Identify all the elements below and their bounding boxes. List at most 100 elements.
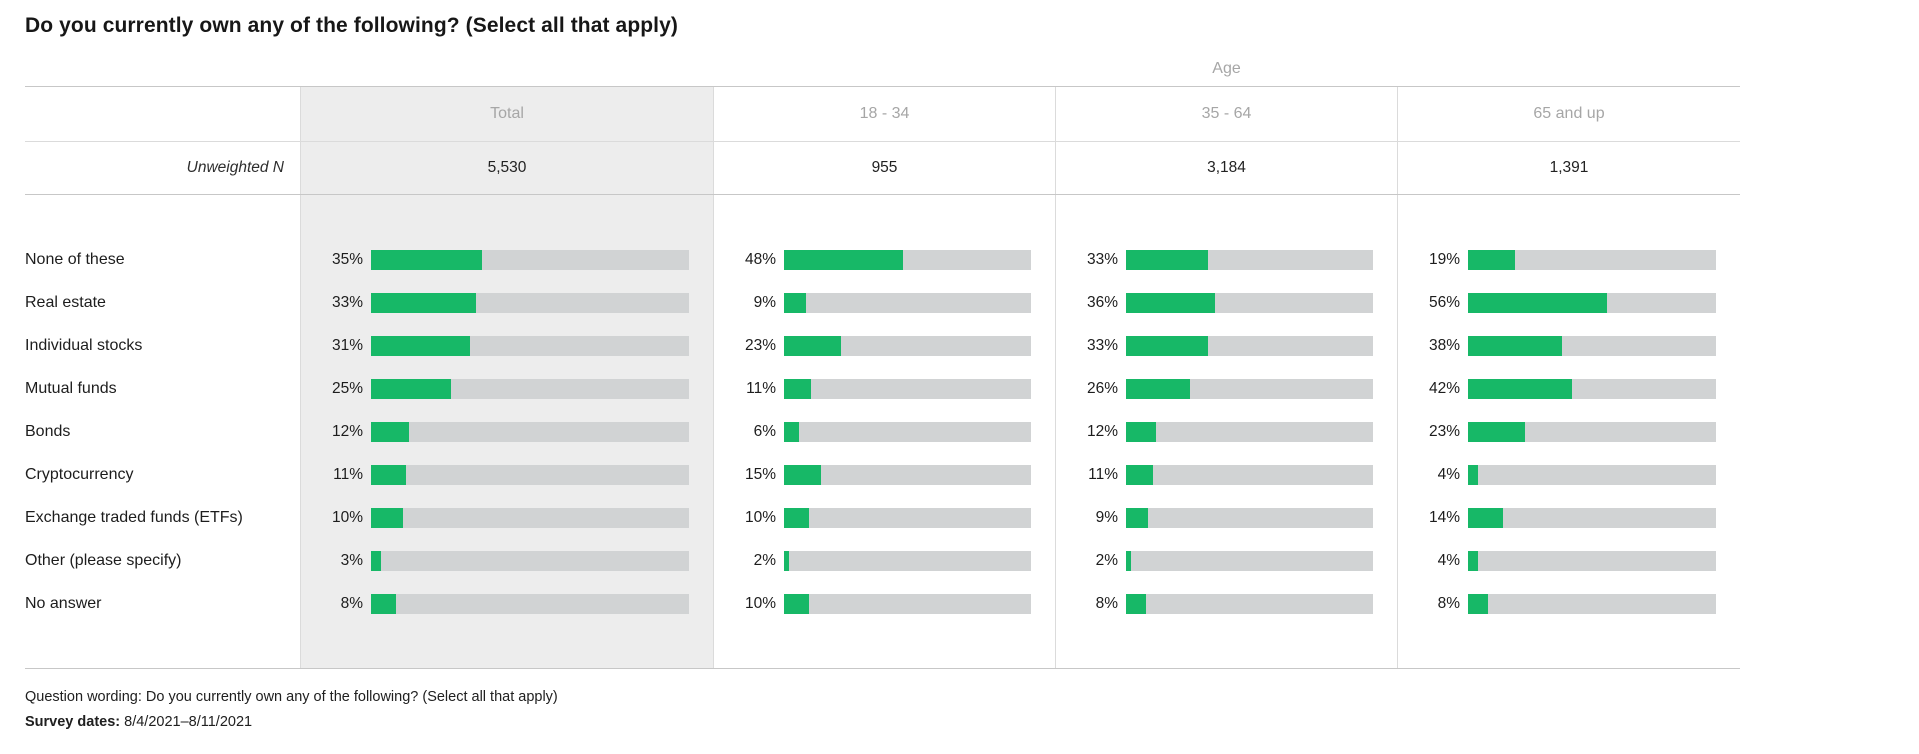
bar-value: 48% [744, 250, 776, 268]
bar-cell: 9% [713, 281, 1055, 324]
table-row: Mutual funds 25% 11% 26% 42% [25, 367, 1740, 410]
unweighted-n-total: 5,530 [300, 142, 713, 194]
bar-value: 33% [1086, 250, 1118, 268]
bar-value: 11% [746, 379, 776, 397]
bar-track [371, 249, 689, 270]
bar-value: 8% [1095, 594, 1118, 612]
bar-fill [784, 335, 841, 356]
bar-cell: 23% [713, 324, 1055, 367]
bar-track [784, 378, 1031, 399]
bar-fill [371, 249, 483, 270]
row-label: None of these [25, 250, 125, 268]
bar-cell: 33% [300, 281, 713, 324]
bar-fill [371, 292, 476, 313]
bar-value: 4% [1437, 551, 1460, 569]
bar-track [784, 464, 1031, 485]
bar-track [784, 421, 1031, 442]
bar-value: 10% [331, 508, 363, 526]
bar-fill [784, 292, 807, 313]
crosstab-table: Total 18 - 34 35 - 64 65 and up Unweight… [25, 86, 1740, 669]
bar-fill [1468, 378, 1573, 399]
survey-dates-label: Survey dates: [25, 714, 121, 731]
bar-track [784, 550, 1031, 571]
bar-cell: 14% [1397, 496, 1740, 539]
bar-cell: 12% [1055, 410, 1397, 453]
bar-fill [784, 464, 822, 485]
table-row: Cryptocurrency 11% 15% 11% 4% [25, 453, 1740, 496]
bar-cell: 4% [1397, 539, 1740, 582]
bar-value: 12% [1086, 422, 1118, 440]
bar-track [1468, 464, 1716, 485]
question-wording-line: Question wording: Do you currently own a… [25, 685, 1740, 710]
bar-track [784, 292, 1031, 313]
bar-cell: 6% [713, 410, 1055, 453]
bar-cell: 42% [1397, 367, 1740, 410]
bar-cell: 23% [1397, 410, 1740, 453]
row-label: Mutual funds [25, 379, 117, 397]
bar-cell: 10% [713, 496, 1055, 539]
bar-track [1126, 421, 1373, 442]
bar-cell: 8% [300, 582, 713, 625]
bar-fill [1468, 292, 1607, 313]
table-body: None of these 35% 48% 33% 19% Real estat… [25, 195, 1740, 668]
bar-value: 23% [1428, 422, 1460, 440]
unweighted-n-18-34: 955 [713, 142, 1055, 194]
bar-value: 26% [1086, 379, 1118, 397]
bar-cell: 26% [1055, 367, 1397, 410]
bar-track [1468, 550, 1716, 571]
row-label: Exchange traded funds (ETFs) [25, 508, 243, 526]
bar-fill [1126, 249, 1208, 270]
bar-fill [784, 378, 812, 399]
body-padding-bottom [25, 625, 1740, 668]
bar-cell: 19% [1397, 238, 1740, 281]
bar-track [371, 464, 689, 485]
bar-track [784, 593, 1031, 614]
bar-value: 9% [753, 293, 776, 311]
bar-fill [1126, 421, 1156, 442]
bar-track [1468, 421, 1716, 442]
bar-cell: 8% [1055, 582, 1397, 625]
row-label: Other (please specify) [25, 551, 182, 569]
bar-cell: 11% [1055, 453, 1397, 496]
bar-track [784, 507, 1031, 528]
row-label: Bonds [25, 422, 71, 440]
bar-value: 9% [1095, 508, 1118, 526]
bar-value: 10% [744, 508, 776, 526]
unweighted-n-label: Unweighted N [186, 159, 284, 176]
bar-fill [371, 550, 381, 571]
bar-fill [371, 335, 470, 356]
bar-value: 25% [331, 379, 363, 397]
bar-fill [1126, 378, 1191, 399]
bar-value: 33% [331, 293, 363, 311]
bar-value: 11% [333, 465, 363, 483]
bar-cell: 56% [1397, 281, 1740, 324]
age-group-header-row: Age [25, 52, 1740, 86]
bar-value: 14% [1428, 508, 1460, 526]
bar-value: 2% [1095, 551, 1118, 569]
table-row: No answer 8% 10% 8% 8% [25, 582, 1740, 625]
bar-track [784, 249, 1031, 270]
table-row: Exchange traded funds (ETFs) 10% 10% 9% … [25, 496, 1740, 539]
footer-notes: Question wording: Do you currently own a… [25, 685, 1740, 736]
bar-cell: 11% [300, 453, 713, 496]
table-row: Real estate 33% 9% 36% 56% [25, 281, 1740, 324]
bar-cell: 15% [713, 453, 1055, 496]
table-row: None of these 35% 48% 33% 19% [25, 238, 1740, 281]
bar-track [371, 550, 689, 571]
bar-track [1468, 507, 1716, 528]
bar-fill [1126, 464, 1154, 485]
bar-fill [1126, 593, 1146, 614]
unweighted-n-35-64: 3,184 [1055, 142, 1397, 194]
bar-cell: 9% [1055, 496, 1397, 539]
bar-value: 36% [1086, 293, 1118, 311]
question-wording-text: Do you currently own any of the followin… [145, 689, 558, 705]
bar-fill [371, 464, 406, 485]
bar-track [1126, 292, 1373, 313]
bar-track [1468, 378, 1716, 399]
bar-cell: 10% [300, 496, 713, 539]
bar-cell: 4% [1397, 453, 1740, 496]
bar-value: 4% [1437, 465, 1460, 483]
bar-track [371, 421, 689, 442]
bar-fill [784, 550, 789, 571]
